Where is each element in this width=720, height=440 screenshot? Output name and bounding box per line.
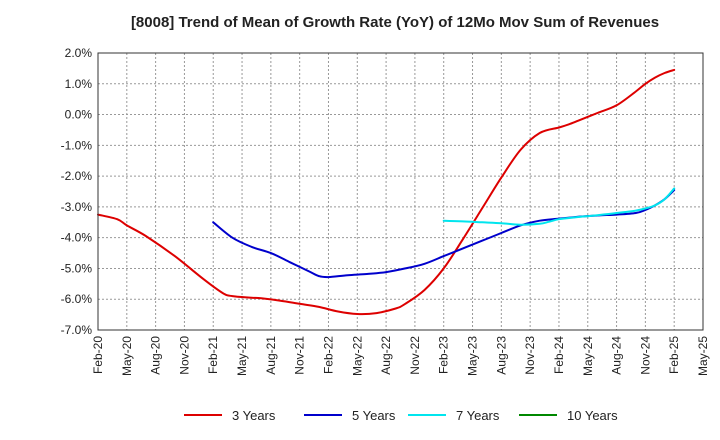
plot-background xyxy=(98,53,703,330)
x-tick-label: Aug-23 xyxy=(494,336,508,375)
y-tick-label: 0.0% xyxy=(65,108,93,122)
x-tick-label: May-25 xyxy=(696,336,710,376)
x-axis-ticks: Feb-20 May-20 Aug-20 Nov-20 Feb-21 May-21 Aug-… xyxy=(91,336,710,376)
series-lines xyxy=(97,68,676,316)
x-tick-label: Feb-25 xyxy=(667,336,681,374)
x-tick-label: Aug-22 xyxy=(379,336,393,375)
x-tick-label: Feb-23 xyxy=(437,336,451,374)
x-tick-label: Nov-20 xyxy=(177,336,191,375)
y-tick-label: -4.0% xyxy=(61,231,93,245)
x-tick-label: Nov-22 xyxy=(408,336,422,375)
y-tick-label: -5.0% xyxy=(61,261,93,275)
legend-item-3-years: 3 Years xyxy=(184,404,275,426)
legend-label-5-years: 5 Years xyxy=(352,407,396,423)
legend-label-10-years: 10 Years xyxy=(567,407,618,423)
legend-item-10-years: 10 Years xyxy=(519,404,618,426)
series-line-5-years xyxy=(212,189,676,279)
x-tick-label: Aug-20 xyxy=(149,336,163,375)
x-tick-label: Nov-24 xyxy=(638,336,652,375)
y-tick-label: 2.0% xyxy=(65,46,93,60)
x-tick-label: Nov-21 xyxy=(293,336,307,375)
x-tick-label: May-20 xyxy=(120,336,134,376)
x-tick-label: May-24 xyxy=(581,336,595,376)
legend-item-7-years: 7 Years xyxy=(408,404,499,426)
legend-swatch-5-years xyxy=(304,414,342,416)
x-tick-label: May-23 xyxy=(466,336,480,376)
x-tick-label: Feb-22 xyxy=(321,336,335,374)
legend-swatch-10-years xyxy=(519,414,557,416)
grid xyxy=(97,52,704,331)
legend-item-5-years: 5 Years xyxy=(304,404,395,426)
plot-border xyxy=(97,52,704,331)
x-tick-label: Aug-21 xyxy=(264,336,278,375)
legend-label-3-years: 3 Years xyxy=(232,407,276,423)
x-tick-label: May-21 xyxy=(235,336,249,376)
x-tick-label: May-22 xyxy=(350,336,364,376)
series-line-3-years xyxy=(97,68,676,316)
x-tick-label: Feb-24 xyxy=(552,336,566,374)
x-tick-label: Nov-23 xyxy=(523,336,537,375)
series-line-7-years xyxy=(442,187,676,226)
x-tick-label: Aug-24 xyxy=(610,336,624,375)
legend-label-7-years: 7 Years xyxy=(456,407,500,423)
plot-frame xyxy=(97,52,704,331)
x-tick-label: Feb-21 xyxy=(206,336,220,374)
legend: 3 Years 5 Years 7 Years 10 Years xyxy=(0,404,720,426)
y-tick-label: -3.0% xyxy=(61,200,93,214)
y-tick-label: -1.0% xyxy=(61,138,93,152)
y-tick-label: -6.0% xyxy=(61,292,93,306)
y-tick-label: 1.0% xyxy=(65,77,93,91)
y-tick-label: -7.0% xyxy=(61,323,93,337)
y-axis-ticks: 2.0% 1.0% 0.0% -1.0% -2.0% -3.0% -4.0% -5.0% -6.… xyxy=(61,46,93,337)
legend-swatch-7-years xyxy=(408,414,446,416)
plot-area-svg: 2.0% 1.0% 0.0% -1.0% -2.0% -3.0% -4.0% -5.0% -6.… xyxy=(61,46,710,376)
legend-swatch-3-years xyxy=(184,414,222,416)
x-tick-label: Feb-20 xyxy=(91,336,105,374)
y-tick-label: -2.0% xyxy=(61,169,93,183)
chart-title: [8008] Trend of Mean of Growth Rate (YoY… xyxy=(130,14,660,31)
